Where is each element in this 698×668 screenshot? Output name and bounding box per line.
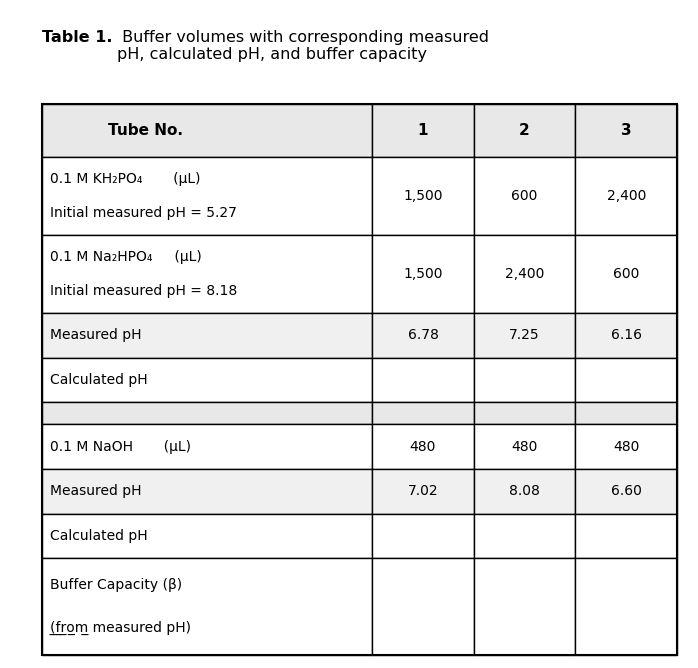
Text: 3: 3 <box>621 123 632 138</box>
Text: 480: 480 <box>410 440 436 454</box>
Bar <box>474 235 575 313</box>
Bar <box>42 313 372 357</box>
Bar <box>575 357 677 402</box>
Text: Tube No.: Tube No. <box>108 123 183 138</box>
Text: 480: 480 <box>613 440 639 454</box>
Bar <box>42 558 372 655</box>
Bar <box>474 357 575 402</box>
Bar <box>474 313 575 357</box>
Text: 1,500: 1,500 <box>403 267 443 281</box>
Bar <box>474 402 575 424</box>
Text: Calculated pH: Calculated pH <box>50 529 148 543</box>
Bar <box>42 157 372 235</box>
Bar <box>575 424 677 469</box>
Text: 6.16: 6.16 <box>611 328 641 342</box>
Bar <box>575 469 677 514</box>
Bar <box>474 157 575 235</box>
Bar <box>372 104 474 157</box>
Text: 2: 2 <box>519 123 530 138</box>
Bar <box>474 104 575 157</box>
Text: 1: 1 <box>417 123 429 138</box>
Bar <box>575 104 677 157</box>
Bar <box>372 558 474 655</box>
Text: 0.1 M Na₂HPO₄     (μL): 0.1 M Na₂HPO₄ (μL) <box>50 250 202 264</box>
Text: Calculated pH: Calculated pH <box>50 373 148 387</box>
Bar <box>372 157 474 235</box>
Bar <box>575 402 677 424</box>
Text: Measured pH: Measured pH <box>50 328 142 342</box>
Bar <box>372 313 474 357</box>
Bar <box>474 424 575 469</box>
Text: 600: 600 <box>613 267 639 281</box>
Bar <box>42 514 372 558</box>
Bar <box>372 469 474 514</box>
Bar <box>42 424 372 469</box>
Text: Measured pH: Measured pH <box>50 484 142 498</box>
Text: Initial measured pH = 5.27: Initial measured pH = 5.27 <box>50 206 237 220</box>
Text: (̲f̲r̲o̲m̲ measured pH): (̲f̲r̲o̲m̲ measured pH) <box>50 621 191 635</box>
Text: 6.60: 6.60 <box>611 484 641 498</box>
Text: 480: 480 <box>512 440 537 454</box>
Text: 0.1 M NaOH       (μL): 0.1 M NaOH (μL) <box>50 440 191 454</box>
Bar <box>372 424 474 469</box>
Bar <box>575 313 677 357</box>
Text: 6.78: 6.78 <box>408 328 438 342</box>
Bar <box>575 235 677 313</box>
Text: 600: 600 <box>512 189 537 203</box>
Bar <box>42 104 677 655</box>
Bar <box>474 514 575 558</box>
Bar <box>42 235 372 313</box>
Bar <box>372 357 474 402</box>
Bar <box>42 402 372 424</box>
Text: 2,400: 2,400 <box>607 189 646 203</box>
Text: 7.02: 7.02 <box>408 484 438 498</box>
Text: 0.1 M KH₂PO₄       (μL): 0.1 M KH₂PO₄ (μL) <box>50 172 201 186</box>
Text: Table 1.: Table 1. <box>42 30 112 45</box>
Text: Buffer Capacity (β): Buffer Capacity (β) <box>50 578 182 592</box>
Bar <box>575 558 677 655</box>
Bar <box>372 235 474 313</box>
Text: Initial measured pH = 8.18: Initial measured pH = 8.18 <box>50 284 237 298</box>
Bar <box>372 514 474 558</box>
Text: 1,500: 1,500 <box>403 189 443 203</box>
Bar <box>42 104 372 157</box>
Text: 8.08: 8.08 <box>509 484 540 498</box>
Bar <box>42 357 372 402</box>
Bar <box>575 157 677 235</box>
Bar <box>575 514 677 558</box>
Bar <box>474 558 575 655</box>
Text: 2,400: 2,400 <box>505 267 544 281</box>
Text: Buffer volumes with corresponding measured
pH, calculated pH, and buffer capacit: Buffer volumes with corresponding measur… <box>117 30 489 63</box>
Bar <box>474 469 575 514</box>
Bar <box>372 402 474 424</box>
Bar <box>42 469 372 514</box>
Text: 7.25: 7.25 <box>510 328 540 342</box>
